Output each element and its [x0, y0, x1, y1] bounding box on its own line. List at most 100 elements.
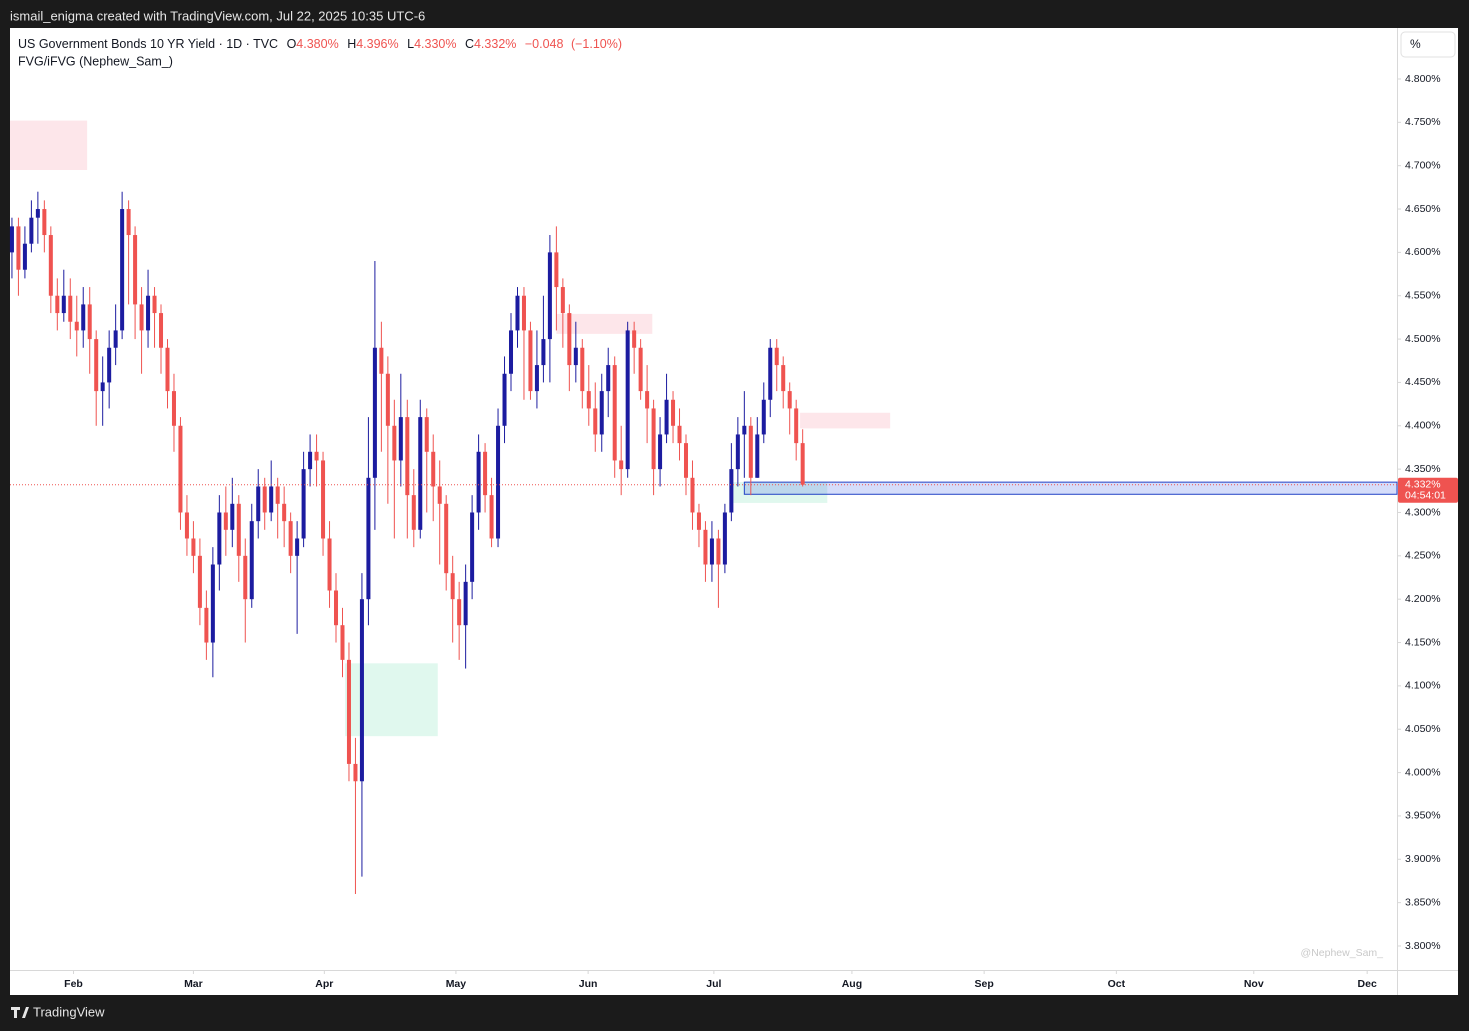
x-tick-label: May: [446, 978, 467, 990]
candle-body: [599, 391, 604, 435]
candle-body: [22, 243, 27, 270]
fvg-zone: [10, 120, 88, 171]
unit-button[interactable]: [1400, 31, 1456, 58]
candle-body: [74, 321, 79, 331]
candle-body: [236, 503, 241, 556]
candle-body: [146, 295, 151, 331]
candle-body: [781, 365, 786, 392]
y-tick-label: 4.750%: [1405, 116, 1441, 128]
candle-body: [794, 408, 799, 444]
legend-key: C: [465, 37, 474, 51]
candle-body: [567, 313, 572, 366]
indicator-label: FVG/iFVG (Nephew_Sam_): [18, 54, 173, 68]
candle-body: [606, 365, 611, 392]
candle-body: [515, 295, 520, 331]
candle-body: [554, 252, 559, 288]
candle-body: [677, 425, 682, 444]
candle-body: [496, 425, 501, 539]
candle-body: [139, 304, 144, 331]
candle-body: [547, 252, 552, 340]
candle-body: [159, 313, 164, 348]
candle-body: [55, 295, 60, 314]
candle-body: [638, 347, 643, 392]
header: ismail_enigma created with TradingView.c…: [10, 8, 425, 23]
fvg-zone: [800, 412, 891, 429]
y-tick-label: 4.100%: [1405, 680, 1441, 692]
y-tick-label: 3.850%: [1405, 896, 1441, 908]
legend-line: US Government Bonds 10 YR Yield · 1D · T…: [18, 37, 622, 51]
candle-body: [573, 347, 578, 366]
candle-body: [418, 417, 423, 530]
candle-body: [411, 495, 416, 530]
candle-body: [301, 469, 306, 539]
x-tick-label: Mar: [184, 978, 203, 990]
unit-button-label[interactable]: %: [1410, 37, 1421, 51]
candle-body: [612, 365, 617, 461]
candle-body: [9, 226, 14, 253]
legend-key: H: [347, 37, 356, 51]
x-tick-label: Dec: [1358, 978, 1377, 990]
candle-body: [735, 434, 740, 470]
y-tick-label: 3.900%: [1405, 853, 1441, 865]
candle-body: [392, 425, 397, 461]
candle-body: [470, 512, 475, 582]
candle-body: [178, 425, 183, 513]
y-tick-label: 4.150%: [1405, 636, 1441, 648]
candle-body: [282, 503, 287, 522]
x-tick-label: Aug: [842, 978, 862, 990]
y-tick-label: 3.950%: [1405, 810, 1441, 822]
candle-body: [61, 295, 66, 314]
candle-body: [217, 512, 222, 565]
candle-body: [204, 607, 209, 643]
candle-body: [768, 347, 773, 400]
y-tick-label: 4.300%: [1405, 506, 1441, 518]
candle-body: [508, 330, 514, 374]
candle-body: [42, 209, 47, 236]
candle-body: [651, 408, 656, 470]
chart-area: [10, 28, 1458, 995]
candle-body: [580, 347, 585, 392]
candle-body: [133, 235, 138, 305]
candle-body: [366, 477, 371, 600]
candle-body: [113, 330, 118, 348]
candle-body: [696, 512, 701, 530]
legend-change-pct: (−1.10%): [571, 37, 622, 51]
candle-body: [171, 391, 176, 426]
candle-body: [359, 599, 364, 782]
x-tick-label: Apr: [315, 978, 333, 990]
candle-body: [346, 659, 351, 764]
candle-body: [16, 226, 21, 270]
candle-body: [94, 339, 99, 392]
x-tick-label: Jul: [706, 978, 721, 990]
candle-body: [541, 339, 546, 366]
candle-body: [126, 209, 131, 236]
candle-body: [463, 581, 468, 626]
x-tick-label: Nov: [1244, 978, 1264, 990]
candle-body: [722, 512, 727, 565]
brand-name: TradingView: [33, 1004, 105, 1019]
y-tick-label: 4.450%: [1405, 376, 1441, 388]
candle-body: [437, 486, 442, 504]
plot: 3.800% 3.850% 3.900% 3.950% 4.000% 4.050% 4.10…: [9, 73, 1458, 990]
x-tick-label: Jun: [579, 978, 598, 990]
candle-body: [645, 391, 650, 409]
candle-body: [748, 425, 753, 478]
candle-body: [483, 451, 488, 496]
legend-value: 4.330%: [414, 37, 456, 51]
candle-body: [385, 373, 390, 426]
candle-body: [165, 347, 170, 392]
fvg-zone: [345, 663, 438, 737]
candle-body: [716, 538, 721, 565]
candle-body: [262, 486, 267, 513]
legend-key: O: [287, 37, 297, 51]
legend-change: −0.048: [525, 37, 564, 51]
candle-body: [534, 365, 539, 392]
candle-body: [81, 304, 86, 331]
brand: TradingView: [11, 1004, 105, 1019]
candle-body: [256, 486, 261, 522]
candle-body: [288, 521, 293, 556]
candle-body: [107, 347, 112, 383]
y-tick-label: 4.250%: [1405, 550, 1441, 562]
candle-body: [308, 451, 313, 470]
